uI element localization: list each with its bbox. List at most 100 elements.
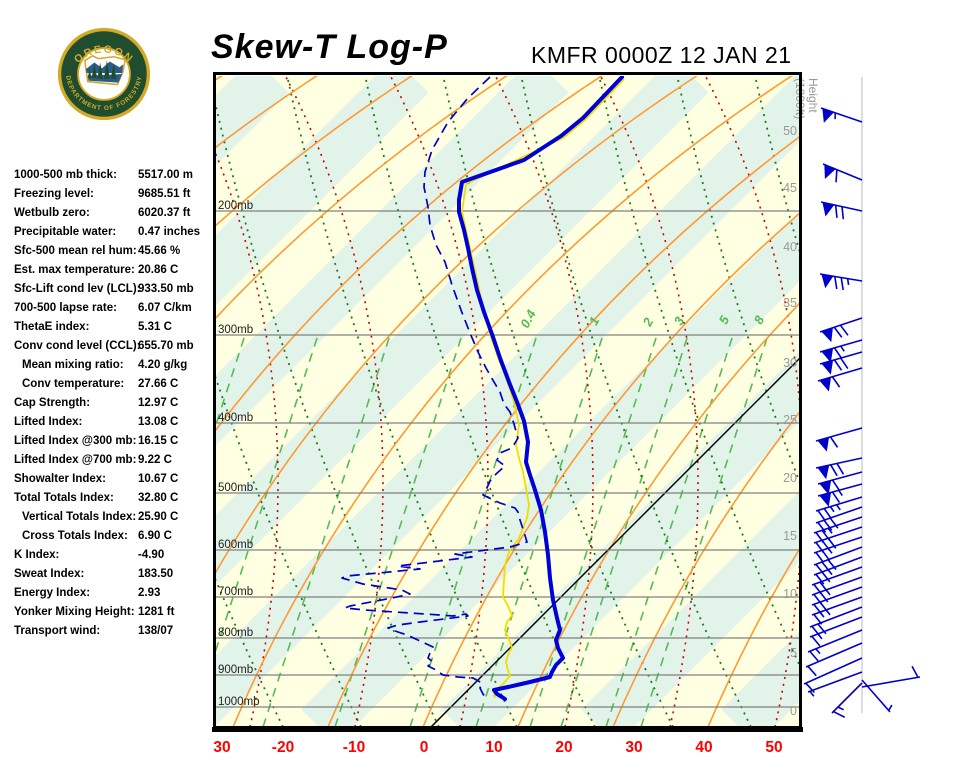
temperature-trace xyxy=(457,76,624,701)
stat-row: Freezing level: 9685.51 ft xyxy=(14,185,214,204)
isotherm-bands xyxy=(216,76,799,726)
stat-label: Sweat Index: xyxy=(14,568,85,580)
height-tick-label: 5 xyxy=(790,646,797,660)
pressure-label: 500mb xyxy=(218,482,253,494)
wind-barb xyxy=(815,457,863,480)
stat-row: Sfc-Lift cond lev (LCL): 933.50 mb xyxy=(14,280,214,299)
wind-barb xyxy=(819,317,863,343)
stat-label: Freezing level: xyxy=(14,188,94,200)
pressure-label: 800mb xyxy=(218,627,253,639)
pressure-label: 1000mb xyxy=(218,696,260,708)
stat-label: 700-500 lapse rate: xyxy=(14,302,117,314)
stat-row: 1000-500 mb thick: 5517.00 m xyxy=(14,166,214,185)
wind-barb xyxy=(822,163,863,183)
stat-label: Wetbulb zero: xyxy=(14,207,90,219)
stat-row: Lifted Index: 13.08 C xyxy=(14,413,214,432)
orange-adiabats xyxy=(216,76,799,726)
temp-axis-tick-label: 0 xyxy=(420,739,429,756)
stat-label: Transport wind: xyxy=(14,625,101,637)
stat-label: Conv temperature: xyxy=(22,378,125,390)
temp-axis-tick-label: 30 xyxy=(213,739,230,756)
pressure-labels: 200mb 300mb 400mb 500mb 600mb 700mb 800mb 900mb… xyxy=(218,200,260,708)
stat-row: Lifted Index @700 mb: 9.22 C xyxy=(14,451,214,470)
wind-barb xyxy=(813,556,863,585)
stat-row: Yonker Mixing Height: 1281 ft xyxy=(14,603,214,622)
wind-barb xyxy=(820,107,863,123)
stat-value: 45.66 % xyxy=(138,245,181,257)
height-tick-label: 40 xyxy=(783,240,797,254)
stat-value: -4.90 xyxy=(138,549,165,561)
pressure-label: 300mb xyxy=(218,324,253,336)
stat-label: 1000-500 mb thick: xyxy=(14,169,117,181)
wind-barb xyxy=(820,201,863,220)
stat-value: 138/07 xyxy=(138,625,174,637)
pressure-label: 900mb xyxy=(218,664,253,676)
zero-isotherm-line xyxy=(430,357,799,726)
stat-value: 16.15 C xyxy=(138,435,179,447)
wind-barb xyxy=(819,351,863,375)
stat-row: K Index: -4.90 xyxy=(14,546,214,565)
pressure-label: 700mb xyxy=(218,586,253,598)
stat-value: 1281 ft xyxy=(138,606,175,618)
stat-row: Transport wind: 138/07 xyxy=(14,622,214,641)
height-tick-label: 25 xyxy=(783,413,797,427)
stat-label: Vertical Totals Index: xyxy=(22,511,137,523)
stat-label: ThetaE index: xyxy=(14,321,90,333)
stat-row: Lifted Index @300 mb: 16.15 C xyxy=(14,432,214,451)
pressure-label: 400mb xyxy=(218,412,253,424)
height-axis-title: Height(1000ft) xyxy=(793,78,820,119)
wind-barb xyxy=(813,536,863,563)
wind-barb xyxy=(817,367,863,392)
stat-row: Sweat Index: 183.50 xyxy=(14,565,214,584)
logo-oregon-emblem xyxy=(83,54,126,86)
stat-row: Conv cond level (CCL): 655.70 mb xyxy=(14,337,214,356)
stat-value: 9685.51 ft xyxy=(138,188,191,200)
temp-axis-tick-label: 30 xyxy=(625,739,642,756)
stat-label: Cap Strength: xyxy=(14,397,91,409)
stat-label: Sfc-500 mean rel hum: xyxy=(14,245,137,257)
stat-row: Energy Index: 2.93 xyxy=(14,584,214,603)
stat-row: Precipitable water: 0.47 inches xyxy=(14,223,214,242)
stat-label: Showalter Index: xyxy=(14,473,107,485)
stat-label: Est. max temperature: xyxy=(14,264,135,276)
height-tick-label: 45 xyxy=(783,181,797,195)
wind-barb xyxy=(817,471,863,495)
stat-label: Cross Totals Index: xyxy=(22,530,128,542)
stat-row: 700-500 lapse rate: 6.07 C/km xyxy=(14,299,214,318)
stat-row: Total Totals Index: 32.80 C xyxy=(14,489,214,508)
stat-row: Conv temperature: 27.66 C xyxy=(14,375,214,394)
temp-axis-tick-label: -20 xyxy=(272,739,294,756)
wind-barb xyxy=(807,671,863,697)
stat-value: 13.08 C xyxy=(138,416,179,428)
height-axis-title-line1: Height xyxy=(806,78,820,113)
temp-axis-tick-label: 40 xyxy=(695,739,712,756)
stat-label: Lifted Index: xyxy=(14,416,83,428)
stat-value: 183.50 xyxy=(138,568,174,580)
stat-value: 9.22 C xyxy=(138,454,172,466)
wind-barb xyxy=(815,427,863,452)
stat-label: Sfc-Lift cond lev (LCL): xyxy=(14,283,141,295)
stat-label: Total Totals Index: xyxy=(14,492,114,504)
page-title: Skew-T Log-P xyxy=(211,28,448,66)
stat-value: 12.97 C xyxy=(138,397,179,409)
stat-value: 4.20 g/kg xyxy=(138,359,188,371)
stat-value: 10.67 C xyxy=(138,473,179,485)
wind-barb xyxy=(819,339,863,363)
stat-value: 25.90 C xyxy=(138,511,179,523)
stat-row: ThetaE index: 5.31 C xyxy=(14,318,214,337)
height-tick-label: 30 xyxy=(783,356,797,370)
chart-grid-area xyxy=(216,76,799,726)
stat-label: Conv cond level (CCL): xyxy=(14,340,141,352)
stat-value: 32.80 C xyxy=(138,492,179,504)
stat-label: Energy Index: xyxy=(14,587,91,599)
wind-barb xyxy=(861,679,893,713)
pressure-label: 600mb xyxy=(218,539,253,551)
stat-value: 0.47 inches xyxy=(138,226,201,238)
stat-value: 2.93 xyxy=(138,587,161,599)
stat-row: Cross Totals Index: 6.90 C xyxy=(14,527,214,546)
height-tick-label: 15 xyxy=(783,529,797,543)
wind-barb xyxy=(831,682,863,718)
